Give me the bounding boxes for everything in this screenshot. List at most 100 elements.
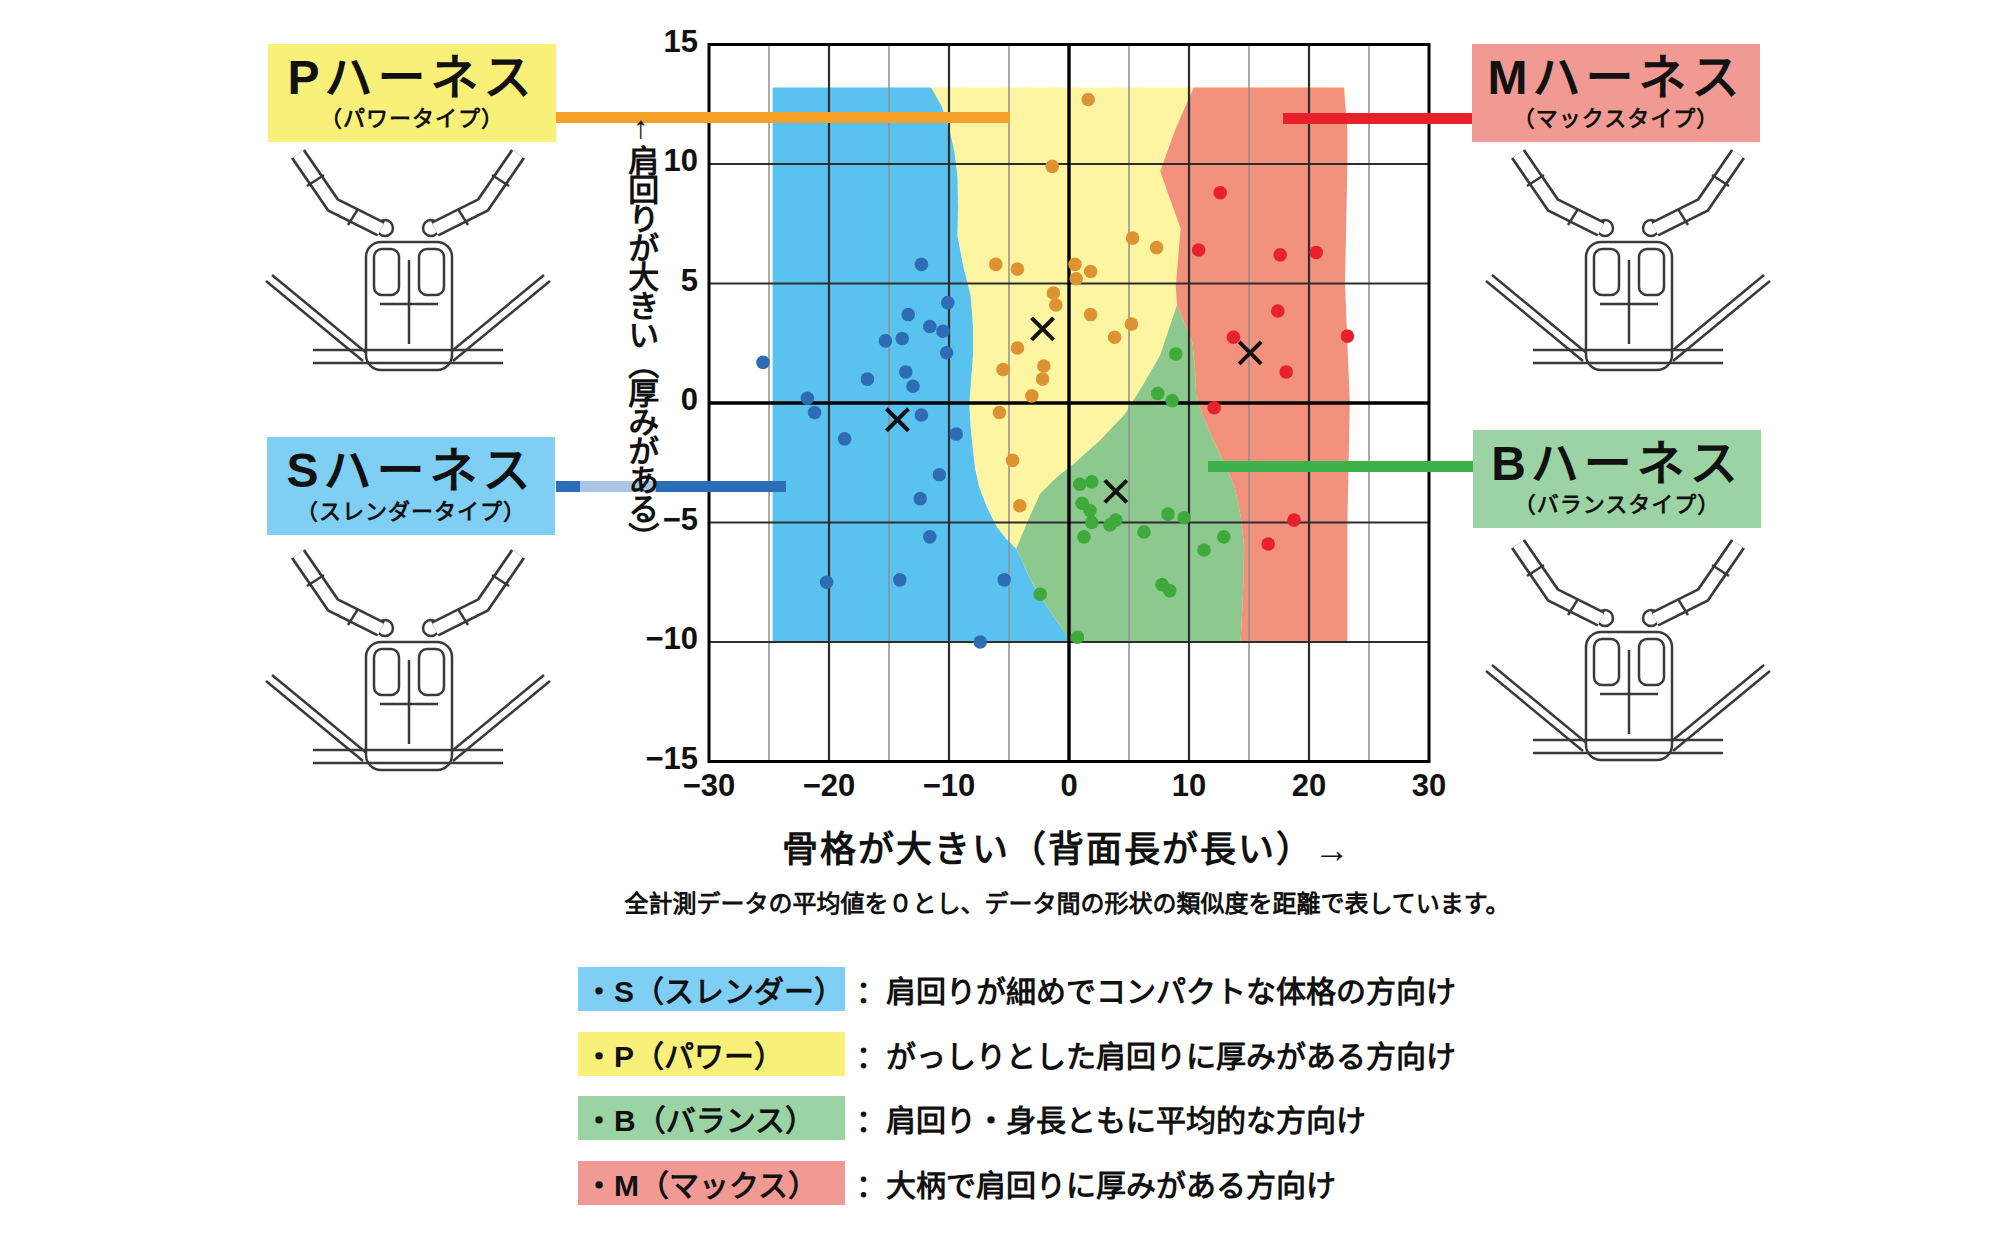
dot-p	[1081, 93, 1095, 107]
dot-m	[1279, 365, 1293, 379]
dot-s	[906, 379, 920, 393]
label-b-title: Bハーネス	[1491, 438, 1743, 491]
dot-s	[997, 573, 1011, 587]
label-s-harness: Sハーネス （スレンダータイプ）	[267, 437, 555, 535]
dot-b	[1033, 587, 1047, 601]
label-m-harness: Mハーネス （マックスタイプ）	[1472, 44, 1760, 142]
dot-p	[1069, 272, 1083, 286]
dot-s	[899, 365, 913, 379]
dot-m	[1309, 246, 1323, 260]
x-tick-label: −10	[889, 768, 1009, 804]
dot-s	[838, 432, 852, 446]
legend-key-p: ・P（パワー）	[578, 1032, 845, 1076]
dot-s	[915, 408, 929, 422]
harness-illustration-b	[1486, 544, 1770, 760]
label-m-title: Mハーネス	[1488, 52, 1745, 105]
dot-b	[1071, 630, 1085, 644]
legend-key-m: ・M（マックス）	[578, 1161, 845, 1205]
legend-desc-b: ：肩回り・身長ともに平均的な方向け	[856, 1096, 1366, 1140]
harness-illustration-s	[266, 554, 550, 770]
dot-b	[1085, 516, 1099, 530]
dot-p	[1125, 317, 1139, 331]
dot-b	[1169, 347, 1183, 361]
dot-s	[941, 296, 955, 310]
dot-s	[879, 334, 893, 348]
dot-p	[1126, 231, 1140, 245]
y-tick-label: −5	[588, 502, 698, 538]
legend-key-s: ・S（スレンダー）	[578, 967, 845, 1011]
dot-p	[1011, 262, 1025, 276]
dot-b	[1073, 477, 1087, 491]
dot-b	[1217, 530, 1231, 544]
dot-b	[1177, 511, 1191, 525]
dot-b	[1163, 584, 1177, 598]
x-axis-title: 骨格が大きい（背面長が長い）→	[642, 820, 1492, 872]
dot-s	[861, 372, 875, 386]
dot-s	[901, 308, 915, 322]
dot-p	[1045, 160, 1059, 174]
dot-s	[923, 530, 937, 544]
label-b-subtitle: （バランスタイプ）	[1514, 491, 1721, 520]
dot-s	[933, 468, 947, 482]
dot-p	[1150, 241, 1164, 255]
dot-s	[940, 346, 954, 360]
x-tick-label: 0	[1009, 768, 1129, 804]
y-tick-label: 5	[588, 263, 698, 299]
dot-s	[913, 492, 927, 506]
legend-desc-p: ：がっしりとした肩回りに厚みがある方向け	[856, 1032, 1456, 1076]
dot-b	[1151, 387, 1165, 401]
y-tick-label: −15	[588, 741, 698, 777]
dot-p	[1049, 298, 1063, 312]
dot-p	[1025, 389, 1039, 403]
dot-m	[1227, 330, 1241, 344]
harness-illustration-m	[1486, 154, 1770, 370]
harness-illustration-p	[266, 154, 550, 370]
dot-s	[923, 320, 937, 334]
label-b-harness: Bハーネス （バランスタイプ）	[1473, 430, 1761, 528]
x-tick-label: 10	[1129, 768, 1249, 804]
dot-b	[1077, 530, 1091, 544]
legend-key-b: ・B（バランス）	[578, 1096, 845, 1140]
label-m-subtitle: （マックスタイプ）	[1513, 105, 1719, 134]
dot-p	[1084, 308, 1098, 322]
label-p-title: Pハーネス	[287, 52, 536, 105]
dot-m	[1192, 243, 1206, 257]
dot-p	[993, 406, 1007, 420]
dot-s	[895, 332, 909, 346]
dot-s	[936, 325, 950, 339]
y-tick-label: 15	[588, 24, 698, 60]
dot-b	[1197, 543, 1211, 557]
chart-note: 全計測データの平均値を０とし、データ間の形状の類似度を距離で表しています。	[442, 884, 1692, 919]
dot-b	[1165, 394, 1179, 408]
label-s-subtitle: （スレンダータイプ）	[296, 498, 526, 527]
dot-b	[1083, 504, 1097, 518]
dot-p	[1047, 286, 1061, 300]
dot-p	[1011, 341, 1025, 355]
dot-s	[808, 406, 822, 420]
dot-p	[989, 258, 1003, 272]
dot-m	[1207, 401, 1221, 415]
legend-desc-m: ：大柄で肩回りに厚みがある方向け	[856, 1161, 1336, 1205]
x-tick-label: −20	[769, 768, 889, 804]
x-tick-label: 30	[1369, 768, 1489, 804]
dot-s	[801, 391, 815, 405]
dot-p	[996, 363, 1010, 377]
dot-p	[1108, 330, 1122, 344]
dot-b	[1137, 525, 1151, 539]
dot-b	[1085, 475, 1099, 489]
dot-s	[915, 258, 929, 272]
dot-p	[1036, 372, 1050, 386]
label-s-title: Sハーネス	[286, 445, 535, 498]
connector-line-b	[1208, 461, 1479, 472]
dot-b	[1161, 507, 1175, 521]
dot-s	[949, 427, 963, 441]
connector-line-m	[1283, 113, 1472, 124]
dot-s	[893, 573, 907, 587]
dot-s	[756, 356, 770, 370]
dot-m	[1261, 537, 1275, 551]
dot-s	[973, 635, 987, 649]
dot-p	[1084, 265, 1098, 279]
dot-m	[1341, 329, 1355, 343]
label-p-subtitle: （パワータイプ）	[320, 105, 504, 134]
dot-p	[1037, 359, 1051, 373]
